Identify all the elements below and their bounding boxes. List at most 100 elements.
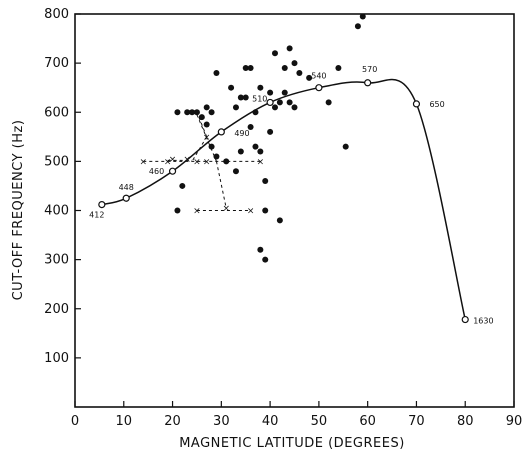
data-point bbox=[306, 74, 313, 81]
data-point bbox=[247, 123, 254, 130]
curve-point bbox=[461, 315, 469, 324]
data-point bbox=[291, 104, 298, 111]
data-point bbox=[213, 69, 220, 76]
x-marker: × bbox=[169, 155, 177, 165]
x-marker: × bbox=[222, 204, 230, 214]
curve-points: 412 448 460 490 510 540 570 650 1630 bbox=[89, 65, 493, 326]
data-point bbox=[203, 121, 210, 128]
data-point bbox=[276, 217, 283, 224]
data-point bbox=[247, 65, 254, 72]
curve-point-label: 412 bbox=[89, 211, 104, 220]
data-point bbox=[335, 65, 342, 72]
x-tick-label: 10 bbox=[116, 414, 133, 429]
data-point bbox=[286, 99, 293, 106]
x-tick-label: 70 bbox=[408, 414, 425, 429]
x-tick-label: 50 bbox=[311, 414, 328, 429]
data-point bbox=[184, 109, 191, 116]
x-marker: × bbox=[140, 157, 148, 167]
y-tick-label: 600 bbox=[44, 105, 69, 120]
data-point bbox=[271, 50, 278, 57]
y-tick-label: 700 bbox=[44, 56, 69, 71]
data-point bbox=[281, 89, 288, 96]
data-point bbox=[237, 94, 244, 101]
x-marker: × bbox=[247, 207, 255, 217]
y-tick-label: 800 bbox=[44, 7, 69, 22]
curve-point-label: 448 bbox=[119, 183, 134, 192]
data-point bbox=[223, 158, 230, 165]
curve-point-label: 650 bbox=[429, 100, 444, 109]
curve-point-label: 510 bbox=[252, 94, 267, 103]
data-point bbox=[354, 23, 361, 30]
axes bbox=[74, 13, 515, 408]
connector-line bbox=[215, 161, 227, 209]
x-tick-label: 40 bbox=[262, 414, 279, 429]
curve-point bbox=[364, 79, 372, 87]
y-tick-label: 400 bbox=[44, 204, 69, 219]
data-point bbox=[189, 109, 196, 116]
data-point bbox=[232, 168, 239, 175]
data-point bbox=[267, 89, 274, 96]
curve-point bbox=[217, 128, 225, 136]
x-tick-label: 90 bbox=[506, 414, 523, 429]
data-point bbox=[179, 182, 186, 189]
data-point bbox=[174, 207, 181, 214]
y-axis-label: CUT-OFF FREQUENCY (Hz) bbox=[11, 120, 26, 301]
x-tick-label: 30 bbox=[213, 414, 230, 429]
data-point bbox=[291, 60, 298, 67]
data-point bbox=[296, 69, 303, 76]
data-point bbox=[242, 65, 249, 72]
data-point bbox=[281, 65, 288, 72]
x-marker: × bbox=[203, 133, 211, 143]
x-marker: × bbox=[257, 157, 265, 167]
fit-curve-line bbox=[101, 78, 466, 320]
curve-point-label: 1630 bbox=[473, 317, 493, 326]
y-tick-label: 300 bbox=[44, 253, 69, 268]
data-point bbox=[271, 104, 278, 111]
data-point bbox=[262, 207, 269, 214]
connector-line bbox=[196, 112, 208, 137]
filled-points bbox=[174, 13, 366, 263]
data-point bbox=[208, 109, 215, 116]
data-point bbox=[257, 246, 264, 253]
fit-curve bbox=[101, 78, 466, 320]
x-marker: × bbox=[203, 157, 211, 167]
data-point bbox=[193, 109, 200, 116]
curve-point-label: 540 bbox=[311, 72, 326, 81]
data-point bbox=[267, 128, 274, 135]
data-point bbox=[325, 99, 332, 106]
x-marker: × bbox=[193, 207, 201, 217]
connector-line bbox=[196, 114, 217, 162]
ticks: 0 10 20 30 40 50 60 70 80 90 100 200 300 400 500 600 700… bbox=[44, 7, 522, 429]
data-point bbox=[286, 45, 293, 52]
x-marker: × bbox=[164, 157, 172, 167]
data-point bbox=[242, 94, 249, 101]
curve-point-label: 490 bbox=[234, 129, 249, 138]
data-point bbox=[276, 99, 283, 106]
data-point bbox=[228, 84, 235, 91]
curve-point bbox=[122, 194, 130, 202]
data-point bbox=[359, 13, 366, 20]
curve-point bbox=[168, 167, 177, 175]
curve-point bbox=[98, 201, 106, 209]
data-point bbox=[262, 178, 269, 185]
x-tick-label: 0 bbox=[71, 414, 79, 429]
curve-point-label: 570 bbox=[362, 65, 377, 74]
x-tick-label: 20 bbox=[164, 414, 181, 429]
curve-point bbox=[315, 84, 323, 92]
data-point bbox=[203, 104, 210, 111]
plot-frame bbox=[74, 13, 515, 408]
data-point bbox=[257, 84, 264, 91]
data-point bbox=[198, 114, 205, 121]
curve-point-label: 460 bbox=[149, 167, 164, 176]
data-point bbox=[252, 143, 259, 150]
data-point bbox=[232, 104, 239, 111]
curve-point bbox=[412, 100, 421, 108]
curve-point bbox=[266, 98, 274, 107]
data-point bbox=[174, 109, 181, 116]
error-bars bbox=[143, 112, 261, 211]
x-tick-label: 60 bbox=[359, 414, 376, 429]
y-tick-label: 100 bbox=[44, 351, 69, 366]
data-point bbox=[208, 143, 215, 150]
y-tick-label: 500 bbox=[44, 154, 69, 169]
